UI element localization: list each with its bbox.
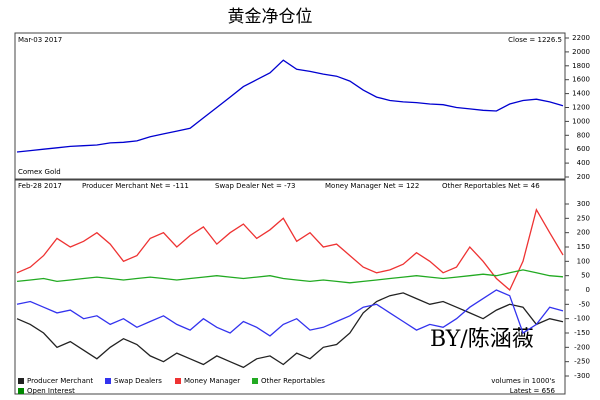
y-tick-label: -300 — [574, 372, 590, 380]
legend-label: Other Reportables — [261, 377, 325, 385]
watermark: BY/陈涵薇 — [430, 327, 534, 352]
data-line — [16, 292, 564, 369]
legend-label: Money Manager — [184, 377, 240, 385]
annotation: Feb-28 2017 — [18, 182, 62, 190]
annotation: Other Reportables Net = 46 — [442, 182, 540, 190]
y-tick-label: 200 — [577, 229, 590, 237]
annotation: Latest = 656 — [510, 387, 556, 395]
y-tick-label: 50 — [581, 272, 590, 280]
annotation: Mar-03 2017 — [18, 36, 62, 44]
annotation: Close = 1226.5 — [508, 36, 562, 44]
legend-swatch — [252, 378, 258, 384]
y-tick-label: -100 — [574, 315, 590, 323]
data-line — [16, 59, 564, 153]
data-line — [16, 269, 564, 284]
y-tick-label: 150 — [577, 243, 590, 251]
y-tick-label: 2000 — [572, 48, 590, 56]
annotation: Producer Merchant Net = -111 — [82, 182, 189, 190]
y-tick-label: -50 — [579, 300, 590, 308]
annotation: Comex Gold — [18, 168, 61, 176]
y-tick-label: -200 — [574, 343, 590, 351]
annotation: Money Manager Net = 122 — [325, 182, 419, 190]
y-tick-label: 1400 — [572, 90, 590, 98]
chart-title: 黄金净仓位 — [228, 7, 313, 27]
legend-swatch — [18, 378, 24, 384]
annotation: volumes in 1000's — [491, 377, 555, 385]
y-tick-label: 2200 — [572, 34, 590, 42]
y-tick-label: 200 — [577, 173, 590, 181]
y-tick-label: 600 — [577, 145, 590, 153]
y-tick-label: 250 — [577, 214, 590, 222]
y-tick-label: 1200 — [572, 104, 590, 112]
y-tick-label: 100 — [577, 257, 590, 265]
y-tick-label: 300 — [577, 200, 590, 208]
legend-swatch — [18, 388, 24, 394]
legend-label: Producer Merchant — [27, 377, 93, 385]
y-tick-label: 1800 — [572, 62, 590, 70]
y-tick-label: 0 — [586, 286, 590, 294]
annotation: Swap Dealer Net = -73 — [215, 182, 296, 190]
y-tick-label: 1600 — [572, 76, 590, 84]
panel-frame — [14, 32, 566, 180]
data-line — [16, 208, 564, 292]
legend-swatch — [175, 378, 181, 384]
y-tick-label: -250 — [574, 358, 590, 366]
legend-label: Swap Dealers — [114, 377, 162, 385]
y-tick-label: 400 — [577, 159, 590, 167]
y-tick-label: 800 — [577, 131, 590, 139]
y-tick-label: -150 — [574, 329, 590, 337]
data-line — [16, 289, 564, 337]
panel-frame — [14, 179, 566, 395]
y-tick-label: 1000 — [572, 117, 590, 125]
legend-swatch — [105, 378, 111, 384]
legend-label: Open Interest — [27, 387, 75, 395]
